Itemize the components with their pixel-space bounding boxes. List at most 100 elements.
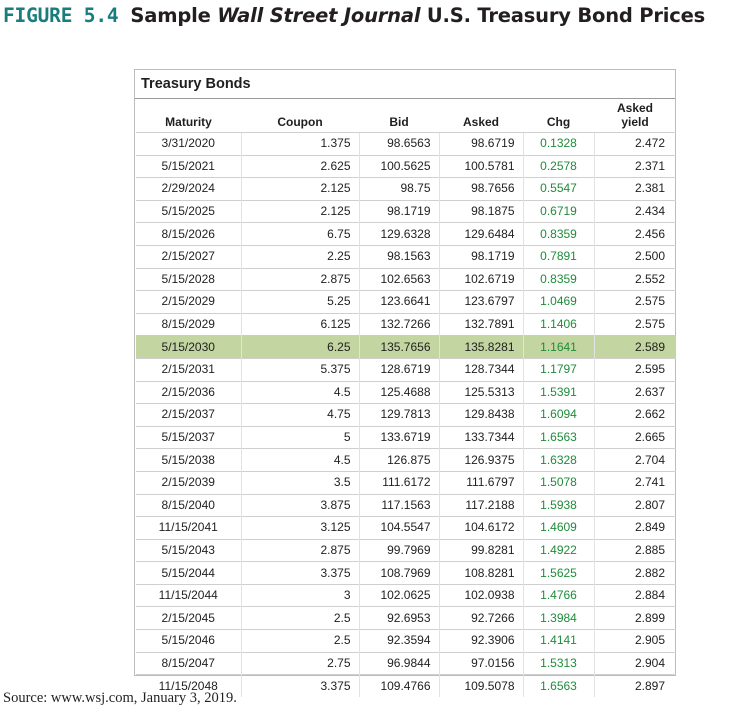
cell-chg: 0.1328: [522, 132, 594, 156]
cell-asked: 132.7891: [438, 312, 523, 336]
cell-maturity: 2/15/2045: [136, 606, 241, 630]
cell-asked: 97.0156: [438, 651, 523, 675]
cell-chg: 1.5313: [522, 651, 594, 675]
cell-asked: 99.8281: [438, 538, 523, 562]
cell-chg: 1.4922: [522, 538, 594, 562]
cell-asked: 108.8281: [438, 561, 523, 585]
cell-asked: 111.6797: [438, 470, 523, 494]
cell-bid: 132.7266: [358, 312, 439, 336]
cell-bid: 96.9844: [358, 651, 439, 675]
cell-coupon: 4.75: [240, 403, 359, 427]
cell-asked-yield: 2.905: [593, 629, 676, 653]
cell-coupon: 4.5: [240, 448, 359, 472]
cell-chg: 0.7891: [522, 244, 594, 269]
cell-bid: 102.0625: [358, 583, 439, 607]
header-asked-yield-line1: Asked: [616, 101, 654, 115]
cell-asked: 98.1875: [438, 199, 523, 223]
cell-chg: 1.5391: [522, 380, 594, 404]
cell-asked: 102.0938: [438, 583, 523, 607]
cell-asked-yield: 2.897: [593, 674, 676, 697]
caption-suffix: U.S. Treasury Bond Prices: [420, 4, 706, 27]
cell-coupon: 3.5: [240, 470, 359, 494]
table-row: 2/15/2045 2.5 92.6953 92.7266 1.3984 2.899: [136, 606, 676, 630]
header-maturity: Maturity: [165, 115, 212, 129]
cell-maturity: 5/15/2038: [136, 448, 241, 472]
cell-bid: 111.6172: [358, 470, 439, 494]
cell-asked-yield: 2.849: [593, 516, 676, 540]
cell-asked: 98.6719: [438, 132, 523, 156]
cell-chg: 0.2578: [522, 154, 594, 178]
cell-coupon: 6.125: [240, 312, 359, 336]
cell-coupon: 2.125: [240, 199, 359, 223]
cell-maturity: 8/15/2029: [136, 312, 241, 336]
cell-chg: 1.6094: [522, 403, 594, 427]
cell-maturity: 5/15/2044: [136, 561, 241, 585]
cell-asked: 92.7266: [438, 606, 523, 630]
table-row: 8/15/2047 2.75 96.9844 97.0156 1.5313 2.904: [136, 651, 676, 675]
header-bid: Bid: [389, 115, 409, 129]
table-row: 2/15/2027 2.25 98.1563 98.1719 0.7891 2.500: [136, 244, 676, 269]
header-coupon: Coupon: [277, 115, 323, 129]
cell-maturity: 2/15/2039: [136, 470, 241, 494]
cell-asked-yield: 2.904: [593, 651, 676, 675]
cell-asked-yield: 2.885: [593, 538, 676, 562]
cell-asked: 102.6719: [438, 267, 523, 291]
cell-asked-yield: 2.741: [593, 470, 676, 494]
cell-bid: 98.1719: [358, 199, 439, 223]
cell-chg: 1.6328: [522, 448, 594, 472]
cell-chg: 1.1641: [522, 335, 594, 359]
cell-asked: 129.8438: [438, 403, 523, 427]
cell-maturity: 2/29/2024: [136, 177, 241, 201]
cell-asked: 129.6484: [438, 222, 523, 246]
cell-asked-yield: 2.882: [593, 561, 676, 585]
cell-maturity: 11/15/2041: [136, 516, 241, 540]
header-asked: Asked: [462, 115, 500, 129]
cell-asked-yield: 2.665: [593, 425, 676, 449]
cell-bid: 92.6953: [358, 606, 439, 630]
source-note: Source: www.wsj.com, January 3, 2019.: [3, 690, 237, 706]
cell-maturity: 3/31/2020: [136, 132, 241, 156]
cell-coupon: 5.375: [240, 357, 359, 382]
cell-maturity: 8/15/2040: [136, 493, 241, 517]
header-asked-yield-line2: yield: [621, 115, 649, 129]
cell-chg: 1.0469: [522, 290, 594, 314]
cell-bid: 100.5625: [358, 154, 439, 178]
cell-chg: 0.5547: [522, 177, 594, 201]
cell-bid: 109.4766: [358, 674, 439, 697]
cell-chg: 0.8359: [522, 222, 594, 246]
cell-chg: 1.6563: [522, 674, 594, 697]
cell-asked: 100.5781: [438, 154, 523, 178]
table-row: 3/31/2020 1.375 98.6563 98.6719 0.1328 2.472: [136, 132, 676, 156]
cell-bid: 123.6641: [358, 290, 439, 314]
cell-chg: 0.8359: [522, 267, 594, 291]
cell-chg: 1.5078: [522, 470, 594, 494]
table-row: 5/15/2025 2.125 98.1719 98.1875 0.6719 2.434: [136, 199, 676, 223]
table-row-highlighted: 5/15/2030 6.25 135.7656 135.8281 1.1641 2.589: [136, 335, 676, 359]
table-row: 8/15/2026 6.75 129.6328 129.6484 0.8359 2.456: [136, 222, 676, 246]
cell-bid: 99.7969: [358, 538, 439, 562]
cell-coupon: 2.25: [240, 244, 359, 269]
cell-maturity: 8/15/2026: [136, 222, 241, 246]
cell-bid: 98.1563: [358, 244, 439, 269]
table-row: 11/15/2048 3.375 109.4766 109.5078 1.6563 2.8…: [136, 674, 676, 697]
cell-asked: 109.5078: [438, 674, 523, 697]
cell-chg: 1.1797: [522, 357, 594, 382]
table-row: 11/15/2044 3 102.0625 102.0938 1.4766 2.884: [136, 583, 676, 607]
cell-maturity: 5/15/2025: [136, 199, 241, 223]
treasury-bonds-table: Maturity Coupon Bid Asked Chg Asked yiel…: [136, 99, 676, 697]
figure-label: FIGURE 5.4: [3, 4, 119, 27]
cell-chg: 1.6563: [522, 425, 594, 449]
table-row: 8/15/2029 6.125 132.7266 132.7891 1.1406 2.57…: [136, 312, 676, 336]
table-row: 2/15/2036 4.5 125.4688 125.5313 1.5391 2.637: [136, 380, 676, 404]
table-row: 5/15/2043 2.875 99.7969 99.8281 1.4922 2.885: [136, 538, 676, 562]
cell-asked-yield: 2.807: [593, 493, 676, 517]
cell-coupon: 2.5: [240, 629, 359, 653]
header-chg: Chg: [546, 115, 571, 129]
cell-asked-yield: 2.472: [593, 132, 676, 156]
cell-asked-yield: 2.884: [593, 583, 676, 607]
cell-bid: 92.3594: [358, 629, 439, 653]
cell-coupon: 2.875: [240, 267, 359, 291]
cell-bid: 104.5547: [358, 516, 439, 540]
cell-asked: 125.5313: [438, 380, 523, 404]
cell-bid: 117.1563: [358, 493, 439, 517]
